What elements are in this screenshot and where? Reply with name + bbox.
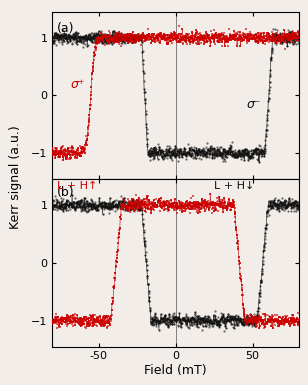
- Text: L + H↑: L + H↑: [57, 181, 97, 191]
- Text: (a): (a): [57, 22, 75, 35]
- Text: σ⁻: σ⁻: [246, 98, 261, 111]
- Text: (b): (b): [57, 186, 75, 199]
- X-axis label: Field (mT): Field (mT): [144, 364, 207, 377]
- Text: L + H↓: L + H↓: [214, 181, 254, 191]
- Text: σ⁺: σ⁺: [71, 79, 85, 91]
- Text: Kerr signal (a.u.): Kerr signal (a.u.): [9, 125, 22, 229]
